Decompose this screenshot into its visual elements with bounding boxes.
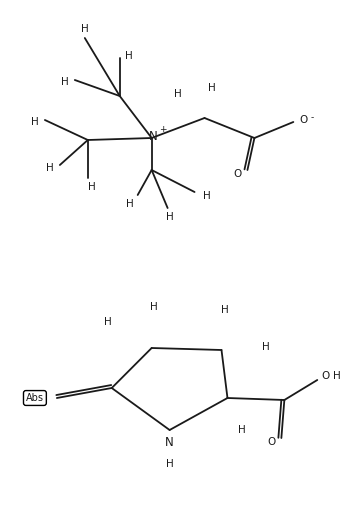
Text: -: - <box>311 114 314 123</box>
Text: H: H <box>81 24 89 34</box>
Text: H: H <box>174 89 182 99</box>
Text: N: N <box>149 129 158 143</box>
Text: O: O <box>321 371 329 381</box>
Text: O: O <box>233 169 241 179</box>
Text: H: H <box>166 459 173 469</box>
Text: H: H <box>104 317 111 327</box>
Text: H: H <box>31 117 39 127</box>
Text: H: H <box>125 51 133 61</box>
Text: H: H <box>126 199 134 209</box>
Text: H: H <box>208 83 215 93</box>
Text: Abs: Abs <box>26 393 44 403</box>
Text: H: H <box>262 342 269 352</box>
Text: O: O <box>299 115 307 125</box>
Text: H: H <box>46 163 54 173</box>
Text: H: H <box>61 77 69 87</box>
Text: H: H <box>150 302 158 312</box>
Text: O: O <box>267 437 276 447</box>
Text: +: + <box>159 125 166 133</box>
Text: H: H <box>166 212 173 222</box>
Text: H: H <box>221 305 228 315</box>
Text: H: H <box>203 191 210 201</box>
Text: N: N <box>165 436 174 448</box>
Text: H: H <box>238 425 245 435</box>
Text: H: H <box>333 371 341 381</box>
Text: H: H <box>88 182 96 192</box>
